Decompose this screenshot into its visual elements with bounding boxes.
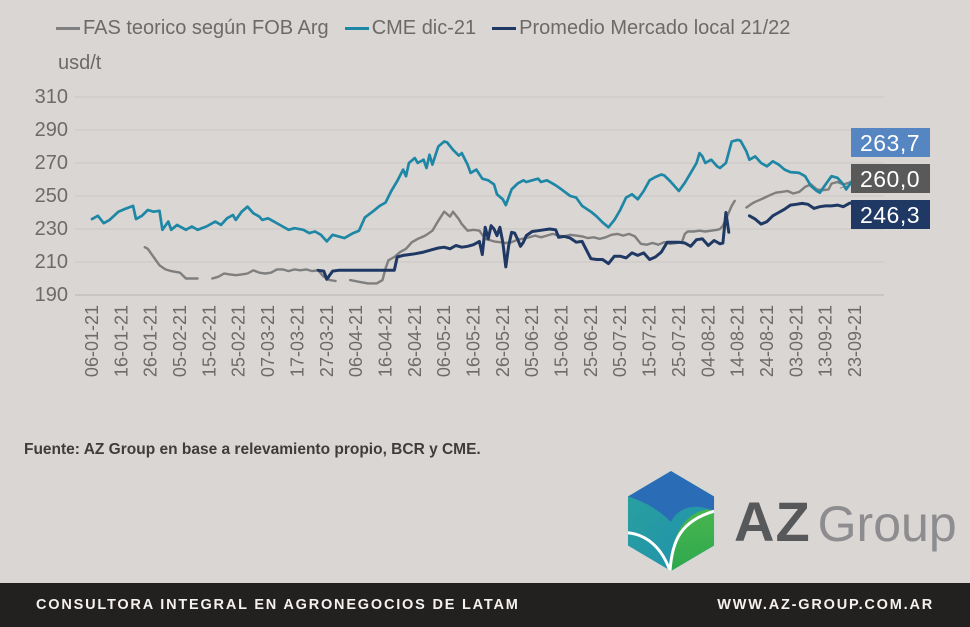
logo-az-text: AZ xyxy=(734,489,811,553)
x-tick-label: 05-07-21 xyxy=(610,305,630,377)
x-tick-label: 04-08-21 xyxy=(698,305,718,377)
x-tick-label: 16-01-21 xyxy=(111,305,131,377)
legend-item-cme: CME dic-21 xyxy=(344,17,477,40)
x-tick-label: 15-07-21 xyxy=(640,305,660,377)
value-badge-text: 246,3 xyxy=(860,202,920,228)
legend-label-fas: FAS teorico según FOB Arg xyxy=(83,17,329,39)
x-tick-label: 26-01-21 xyxy=(141,305,161,377)
x-tick-label: 06-01-21 xyxy=(82,305,102,377)
y-tick-label: 270 xyxy=(35,152,68,174)
x-tick-label: 16-04-21 xyxy=(376,305,396,377)
x-tick-label: 06-04-21 xyxy=(346,305,366,377)
teal-line-swatch-icon xyxy=(344,27,369,30)
az-group-logo: AZ Group xyxy=(622,468,957,574)
y-axis-unit-label: usd/t xyxy=(58,52,102,74)
x-tick-label: 24-08-21 xyxy=(757,305,777,377)
navy-line-swatch-icon xyxy=(492,27,517,30)
value-badge xyxy=(851,200,930,229)
az-hexagon-icon xyxy=(627,471,715,571)
footer-website: WWW.AZ-GROUP.COM.AR xyxy=(717,597,934,613)
value-badge-text: 260,0 xyxy=(860,166,920,192)
x-tick-label: 15-06-21 xyxy=(552,305,572,377)
chart-legend: FAS teorico según FOB Arg CME dic-21 Pro… xyxy=(56,17,790,40)
x-tick-label: 16-05-21 xyxy=(464,305,484,377)
series-line xyxy=(143,245,199,280)
x-tick-label: 13-09-21 xyxy=(816,305,836,377)
x-tick-label: 26-04-21 xyxy=(405,305,425,377)
footer-tagline: CONSULTORA INTEGRAL EN AGRONEGOCIOS DE L… xyxy=(36,597,520,613)
series-line xyxy=(745,178,857,209)
y-tick-label: 190 xyxy=(35,284,68,306)
x-tick-label: 23-09-21 xyxy=(845,305,865,377)
x-tick-label: 14-08-21 xyxy=(728,305,748,377)
series-line xyxy=(349,199,736,285)
x-tick-label: 15-02-21 xyxy=(199,305,219,377)
legend-label-cme: CME dic-21 xyxy=(371,17,477,39)
series-line xyxy=(316,211,731,281)
y-tick-label: 250 xyxy=(35,185,68,207)
series-line xyxy=(747,200,857,226)
series-line xyxy=(211,268,337,283)
x-tick-label: 25-02-21 xyxy=(229,305,249,377)
legend-item-fas: FAS teorico según FOB Arg xyxy=(56,17,329,40)
logo-group-text: Group xyxy=(817,495,957,552)
legend-label-promedio: Promedio Mercado local 21/22 xyxy=(519,17,791,39)
y-tick-label: 230 xyxy=(35,218,68,240)
x-tick-label: 03-09-21 xyxy=(786,305,806,377)
x-tick-label: 07-03-21 xyxy=(258,305,278,377)
x-tick-label: 27-03-21 xyxy=(317,305,337,377)
footer-bar: CONSULTORA INTEGRAL EN AGRONEGOCIOS DE L… xyxy=(0,583,970,627)
y-tick-label: 290 xyxy=(35,119,68,141)
x-tick-label: 05-06-21 xyxy=(522,305,542,377)
x-tick-label: 06-05-21 xyxy=(434,305,454,377)
value-badge-text: 263,7 xyxy=(860,130,920,156)
y-tick-label: 310 xyxy=(35,86,68,108)
y-tick-label: 210 xyxy=(35,251,68,273)
gray-line-swatch-icon xyxy=(56,27,80,30)
legend-item-promedio: Promedio Mercado local 21/22 xyxy=(492,17,790,40)
source-note: Fuente: AZ Group en base a relevamiento … xyxy=(24,441,481,458)
value-badge xyxy=(851,164,930,193)
value-badge xyxy=(851,128,930,157)
x-tick-label: 05-02-21 xyxy=(170,305,190,377)
x-tick-label: 26-05-21 xyxy=(493,305,513,377)
x-tick-label: 25-06-21 xyxy=(581,305,601,377)
x-tick-label: 25-07-21 xyxy=(669,305,689,377)
x-tick-label: 17-03-21 xyxy=(287,305,307,377)
series-line xyxy=(90,138,857,243)
logo-wordmark: AZ Group xyxy=(734,489,957,554)
price-chart: 190 210 230 250 270 290 310 06-01-21 16-01-21 26-… xyxy=(35,86,930,377)
